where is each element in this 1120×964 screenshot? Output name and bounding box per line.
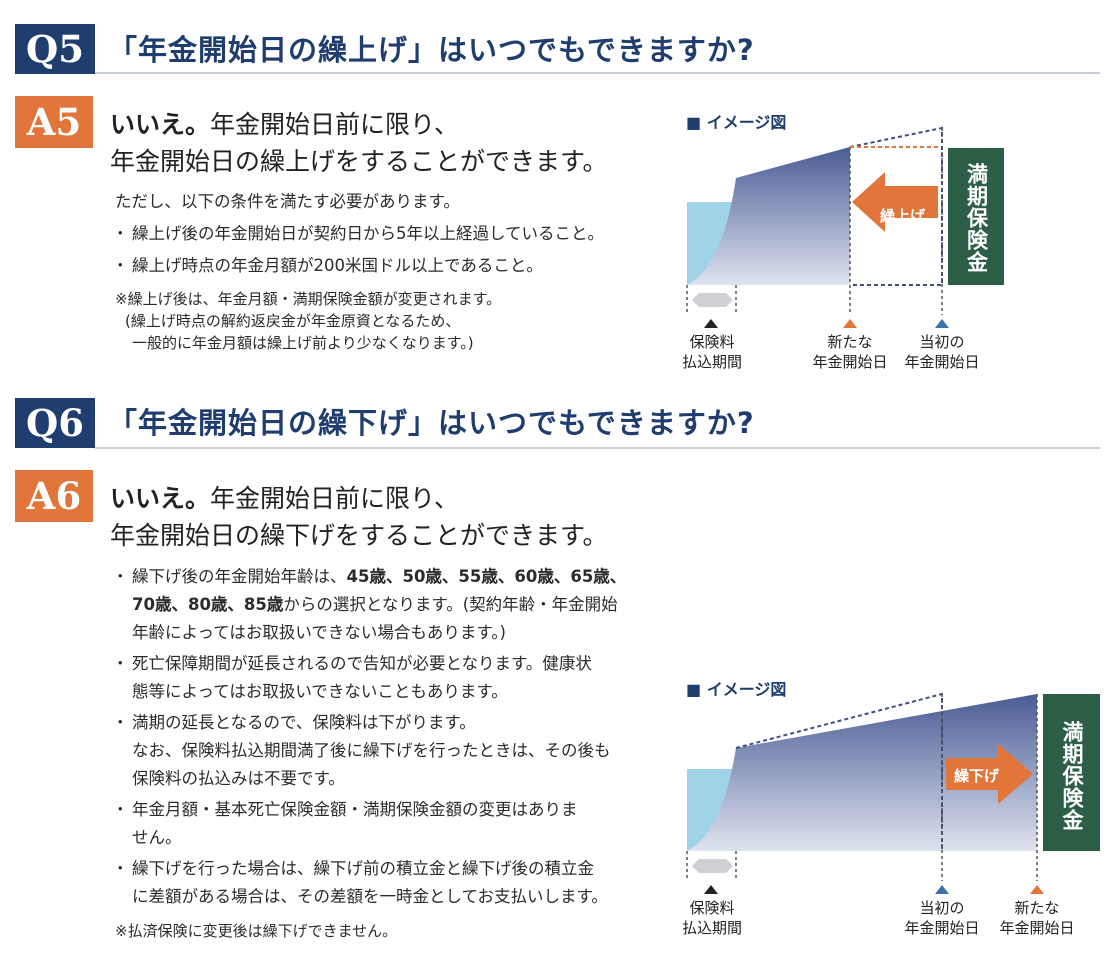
chart6-label-original: 当初の 年金開始日 [894, 898, 990, 938]
chart5-label-original-1: 当初の [919, 333, 965, 351]
a6-bullet-4-text-1: 年金月額・基本死亡保険金額・満期保険金額の変更はありま [132, 800, 578, 819]
chart5-label-premium-2: 払込期間 [681, 353, 742, 371]
a6-badge: A6 [15, 470, 93, 522]
chart6-label-premium-1: 保険料 [689, 899, 735, 917]
chart6-label-new-2: 年金開始日 [999, 919, 1075, 937]
a6-bullet-3-text-1: 満期の延長となるので、保険料は下がります。 [132, 713, 476, 732]
chart6-triangle-original [935, 885, 949, 894]
chart6-maturity-box [1043, 694, 1100, 851]
chart5-maturity-box [948, 148, 1004, 285]
a6-note: ※払済保険に変更後は繰下げできません。 [115, 922, 398, 940]
q5-title: 「年金開始日の繰上げ」はいつでもできますか? [108, 33, 755, 67]
chart6-label-new: 新たな 年金開始日 [989, 898, 1085, 938]
q5-badge: Q5 [15, 24, 95, 74]
bullet-mark: ・ [112, 567, 129, 586]
a6-bullet-5-line1: ・繰下げを行った場合は、繰下げ前の積立金と繰下げ後の積立金 [112, 855, 594, 883]
a6-bullet-2-line1: ・死亡保障期間が延長されるので告知が必要となります。健康状 [112, 650, 592, 678]
chart5-maturity-label: 満期保険金 [964, 163, 989, 273]
chart5-label-premium-1: 保険料 [689, 333, 735, 351]
a6-bullet-3-line2: なお、保険料払込期間満了後に繰下げを行ったときは、その後も [132, 741, 611, 760]
a6-heading-rest: 年金開始日前に限り、 [210, 484, 460, 513]
chart5-label-new-2: 年金開始日 [812, 353, 888, 371]
a6-bullet-1-ages1: 45歳、50歳、55歳、60歳、65歳、 [346, 567, 627, 586]
a5-heading-bold: いいえ。 [110, 110, 211, 139]
a5-badge: A5 [15, 96, 93, 148]
bullet-mark: ・ [112, 256, 129, 275]
a5-intro: ただし、以下の条件を満たす必要があります。 [115, 192, 460, 211]
chart5-accumulation-area [687, 147, 850, 285]
chart5-triangle-premium [704, 319, 718, 328]
chart6-label-premium-2: 払込期間 [681, 919, 742, 937]
chart5-arrow-label: 繰上げ [880, 207, 926, 225]
chart5-premium-bar [692, 293, 733, 307]
bullet-mark: ・ [112, 859, 129, 878]
chart5-label-new-1: 新たな [827, 333, 873, 351]
chart5-triangle-new [843, 319, 857, 328]
chart6-accumulation-area [687, 694, 1037, 851]
bullet-mark: ・ [112, 800, 129, 819]
a5-heading-line1: いいえ。年金開始日前に限り、 [110, 106, 459, 143]
a5-note-1: ※繰上げ後は、年金月額・満期保険金額が変更されます。 [115, 290, 502, 308]
chart6-label-premium: 保険料 払込期間 [668, 898, 756, 938]
chart5-triangle-original [935, 319, 949, 328]
a5-heading-line2: 年金開始日の繰上げをすることができます。 [110, 147, 608, 176]
a6-bullet-1-line1: ・繰下げ後の年金開始年齢は、45歳、50歳、55歳、60歳、65歳、 [112, 563, 626, 591]
chart5-arrow-left [852, 172, 938, 232]
a5-bullet-2-text: 繰上げ時点の年金月額が200米国ドル以上であること。 [132, 256, 543, 275]
a6-bullet-5-text-1: 繰下げを行った場合は、繰下げ前の積立金と繰下げ後の積立金 [132, 859, 594, 878]
chart5-image-label: ■ イメージ図 [686, 113, 787, 132]
chart6-triangle-new [1030, 885, 1044, 894]
a5-note-2: (繰上げ時点の解約返戻金が年金原資となるため、 [125, 312, 461, 330]
a6-bullet-3-line1: ・満期の延長となるので、保険料は下がります。 [112, 709, 476, 737]
chart6-label-new-1: 新たな [1014, 899, 1060, 917]
a6-bullet-5-line2: に差額がある場合は、その差額を一時金としてお支払いします。 [132, 887, 608, 906]
a6-bullet-1-line3: 年齢によってはお取扱いできない場合もあります。) [132, 623, 506, 642]
bullet-mark: ・ [112, 654, 129, 673]
chart6-label-original-1: 当初の [919, 899, 965, 917]
a5-note-3: 一般的に年金月額は繰上げ前より少なくなります。) [132, 334, 474, 352]
a6-bullet-1-line2: 70歳、80歳、85歳からの選択となります。(契約年齢・年金開始 [132, 591, 618, 619]
a6-bullet-1-ages2: 70歳、80歳、85歳 [132, 595, 284, 614]
bullet-mark: ・ [112, 713, 129, 732]
a5-bullet-2: ・繰上げ時点の年金月額が200米国ドル以上であること。 [112, 252, 543, 280]
chart6-arrow-right [946, 744, 1033, 804]
q6-title: 「年金開始日の繰下げ」はいつでもできますか? [108, 406, 755, 440]
a6-heading-line2: 年金開始日の繰下げをすることができます。 [110, 521, 608, 550]
bullet-mark: ・ [112, 224, 129, 243]
chart6-diagram [686, 692, 1100, 894]
a6-bullet-2-text-1: 死亡保障期間が延長されるので告知が必要となります。健康状 [132, 654, 592, 673]
a5-bullet-1: ・繰上げ後の年金開始日が契約日から5年以上経過していること。 [112, 220, 604, 248]
chart6-premium-bar [692, 859, 733, 873]
q5-divider [95, 72, 1100, 74]
q6-divider [95, 447, 1100, 449]
a6-bullet-1-pre: 繰下げ後の年金開始年齢は、 [132, 567, 347, 586]
a6-heading-bold: いいえ。 [110, 484, 211, 513]
chart6-label-original-2: 年金開始日 [904, 919, 980, 937]
a6-bullet-1-post: からの選択となります。(契約年齢・年金開始 [283, 595, 618, 614]
a6-bullet-4-line2: せん。 [132, 828, 182, 847]
chart6-arrow-label: 繰下げ [954, 767, 1000, 785]
chart5-label-new: 新たな 年金開始日 [802, 332, 898, 372]
chart5-label-original-2: 年金開始日 [904, 353, 980, 371]
a6-bullet-3-line3: 保険料の払込みは不要です。 [132, 769, 345, 788]
a6-bullet-4-line1: ・年金月額・基本死亡保険金額・満期保険金額の変更はありま [112, 796, 578, 824]
chart5-label-original: 当初の 年金開始日 [894, 332, 990, 372]
chart5-original-outline [849, 126, 943, 286]
chart6-image-label: ■ イメージ図 [686, 680, 787, 699]
a6-bullet-2-line2: 態等によってはお取扱いできないこともあります。 [132, 682, 508, 701]
a6-heading-line1: いいえ。年金開始日前に限り、 [110, 480, 459, 517]
q6-badge: Q6 [15, 398, 95, 448]
chart6-triangle-premium [704, 885, 718, 894]
chart5-label-premium: 保険料 払込期間 [668, 332, 756, 372]
chart6-maturity-label: 満期保険金 [1060, 721, 1084, 831]
chart5-diagram [686, 126, 1004, 328]
a5-bullet-1-text: 繰上げ後の年金開始日が契約日から5年以上経過していること。 [132, 224, 605, 243]
a5-heading-rest: 年金開始日前に限り、 [210, 110, 460, 139]
